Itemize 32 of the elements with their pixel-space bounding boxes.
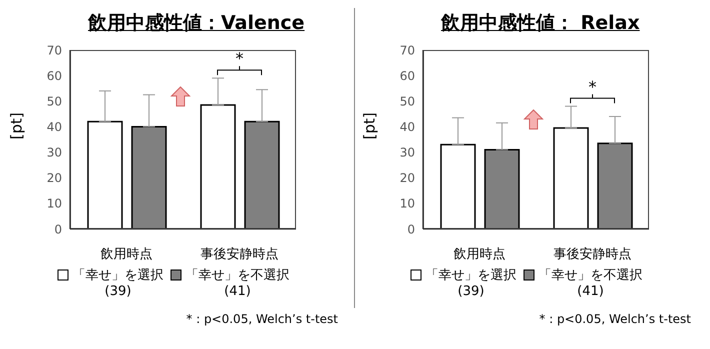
y-tick-label: 50 — [46, 94, 62, 108]
y-tick-label: 30 — [400, 146, 415, 160]
y-tick-label: 0 — [407, 222, 415, 236]
x-tick-label: 事後安静時点 — [554, 246, 632, 262]
y-tick-label: 50 — [400, 94, 415, 108]
x-tick-label: 事後安静時点 — [200, 246, 278, 262]
annotation: * — [588, 77, 596, 96]
x-tick-label: 飲用時点 — [100, 247, 152, 262]
y-tick-label: 0 — [54, 222, 62, 236]
y-tick-label: 20 — [46, 171, 62, 186]
y-tick-label: 20 — [400, 171, 415, 186]
chart-title: 飲用中感性値：Valence — [88, 11, 305, 36]
chart-title: 飲用中感性値： Relax — [441, 11, 640, 36]
y-tick-label: 10 — [400, 196, 415, 211]
y-tick-label: 60 — [400, 68, 415, 83]
text: * : p<0.05, Welch’s t-test — [186, 312, 338, 326]
y-tick-label: 70 — [400, 43, 415, 58]
y-tick-label: 30 — [46, 146, 62, 160]
legend-label: 「幸せ」を不選択 (41) — [538, 267, 642, 299]
y-tick-label: 70 — [46, 43, 62, 58]
y-axis-title: [pt] — [7, 112, 26, 140]
y-tick-label: 60 — [46, 68, 62, 83]
y-tick-label: 40 — [400, 120, 415, 134]
y-tick-label: 10 — [46, 196, 62, 211]
y-axis-title: [pt] — [360, 112, 378, 140]
text: * : p<0.05, Welch’s t-test — [539, 312, 691, 326]
legend-label: 「幸せ」を選択 (39) — [72, 267, 164, 299]
x-tick-label: 飲用時点 — [454, 247, 506, 262]
annotation: * — [236, 49, 244, 68]
legend-label: 「幸せ」を選択 (39) — [426, 267, 516, 299]
y-tick-label: 40 — [46, 120, 62, 134]
legend-label: 「幸せ」を不選択 (41) — [186, 267, 290, 299]
